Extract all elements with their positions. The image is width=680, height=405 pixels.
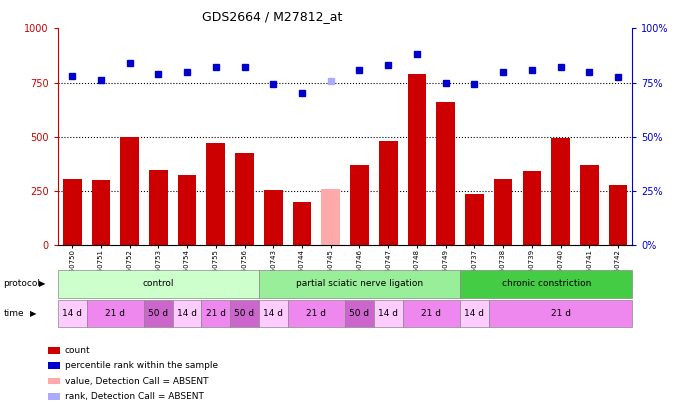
Bar [235, 153, 254, 245]
Text: count: count [65, 346, 90, 355]
Text: 21 d: 21 d [105, 309, 125, 318]
Bar [609, 185, 628, 245]
Text: protocol: protocol [3, 279, 40, 288]
Text: chronic constriction: chronic constriction [502, 279, 591, 288]
Bar [551, 138, 570, 245]
Bar [264, 190, 283, 245]
Bar [292, 202, 311, 245]
Bar [494, 179, 513, 245]
Bar [149, 170, 168, 245]
Bar [177, 175, 197, 245]
Bar [92, 180, 110, 245]
Text: value, Detection Call = ABSENT: value, Detection Call = ABSENT [65, 377, 208, 386]
Bar [120, 136, 139, 245]
Bar [350, 165, 369, 245]
Text: partial sciatic nerve ligation: partial sciatic nerve ligation [296, 279, 423, 288]
Text: control: control [143, 279, 174, 288]
Bar [322, 189, 340, 245]
Text: 14 d: 14 d [62, 309, 82, 318]
Text: time: time [3, 309, 24, 318]
Text: ▶: ▶ [30, 309, 37, 318]
Bar [522, 171, 541, 245]
Bar [580, 165, 598, 245]
Text: 21 d: 21 d [307, 309, 326, 318]
Text: 50 d: 50 d [235, 309, 254, 318]
Text: 21 d: 21 d [206, 309, 226, 318]
Text: 14 d: 14 d [177, 309, 197, 318]
Text: 21 d: 21 d [551, 309, 571, 318]
Text: 50 d: 50 d [148, 309, 169, 318]
Text: percentile rank within the sample: percentile rank within the sample [65, 361, 218, 370]
Text: 21 d: 21 d [422, 309, 441, 318]
Bar [465, 194, 483, 245]
Text: 50 d: 50 d [350, 309, 369, 318]
Text: ▶: ▶ [39, 279, 46, 288]
Bar [63, 179, 82, 245]
Bar [407, 74, 426, 245]
Bar [207, 143, 225, 245]
Text: rank, Detection Call = ABSENT: rank, Detection Call = ABSENT [65, 392, 203, 401]
Bar [437, 102, 455, 245]
Text: GDS2664 / M27812_at: GDS2664 / M27812_at [202, 10, 342, 23]
Text: 14 d: 14 d [378, 309, 398, 318]
Text: 14 d: 14 d [263, 309, 284, 318]
Bar [379, 141, 398, 245]
Text: 14 d: 14 d [464, 309, 484, 318]
